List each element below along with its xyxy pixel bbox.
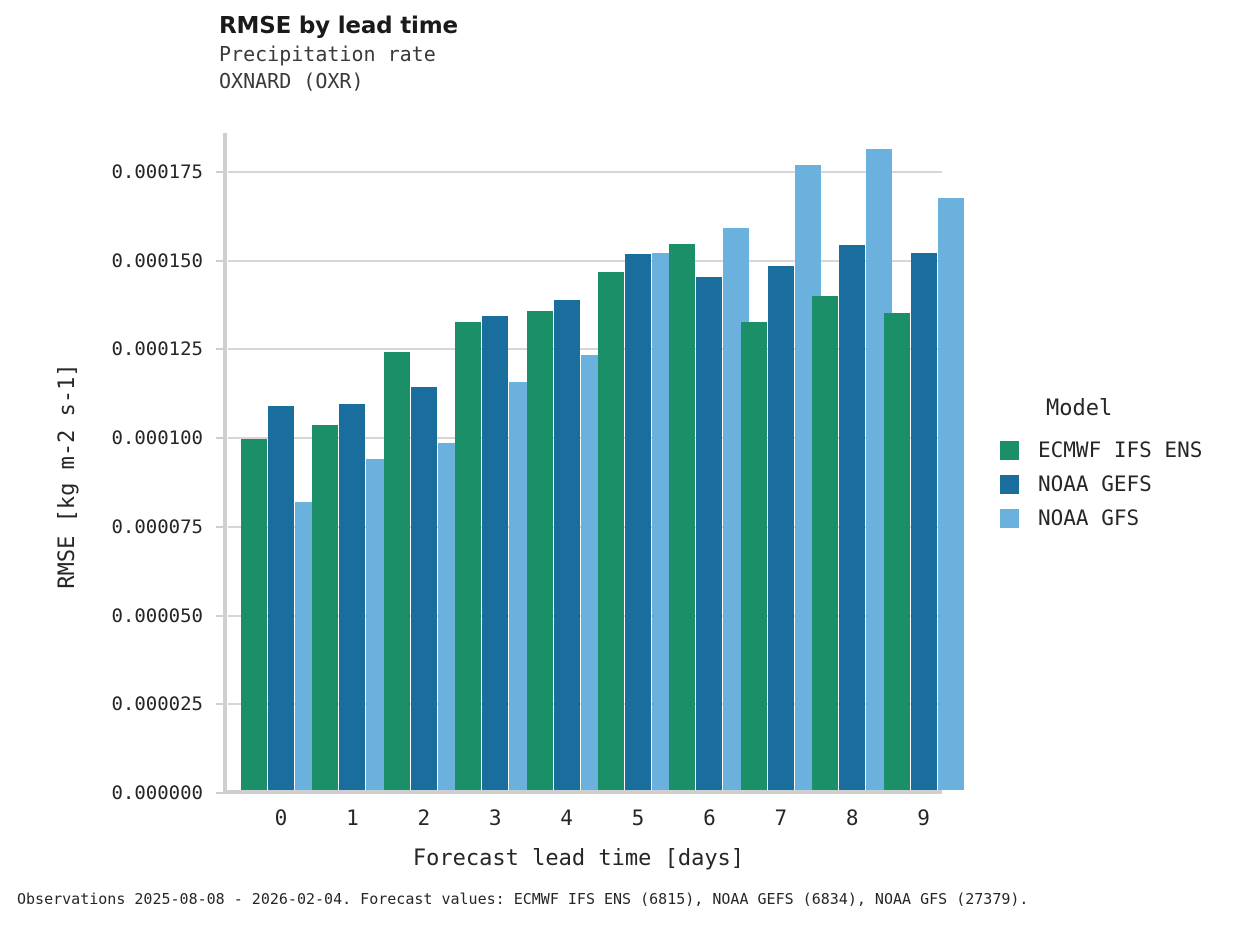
y-tick-label: 0.000075 (111, 515, 203, 538)
bar[interactable] (767, 265, 794, 790)
chart-subtitle: Precipitation rate (219, 42, 436, 66)
x-axis-spine (223, 790, 942, 794)
y-tick-mark (216, 348, 223, 351)
bar[interactable] (812, 296, 839, 790)
y-tick-label: 0.000025 (111, 693, 203, 716)
plot-inner (215, 133, 964, 794)
gridline (228, 171, 942, 174)
bar-group (598, 133, 678, 790)
page-title: RMSE by lead time (219, 13, 458, 39)
x-axis-tick-labels: 0 1 2 3 4 5 6 7 8 9 (215, 806, 942, 834)
y-tick-label: 0.000150 (111, 249, 203, 272)
x-tick-label: 7 (774, 806, 788, 830)
bar[interactable] (339, 403, 366, 790)
bar[interactable] (740, 321, 767, 790)
y-axis-spine (223, 133, 227, 793)
bar[interactable] (910, 253, 937, 790)
bar-group (812, 133, 893, 790)
bar[interactable] (669, 244, 696, 790)
footer-note: Observations 2025-08-08 - 2026-02-04. Fo… (17, 890, 1029, 908)
bar[interactable] (455, 321, 482, 790)
y-tick-mark (216, 525, 223, 528)
bar-group (241, 133, 321, 790)
bar[interactable] (696, 276, 723, 790)
legend-item[interactable]: NOAA GFS (1000, 501, 1202, 535)
y-tick-label: 0.000125 (111, 338, 203, 361)
plot-area (215, 133, 964, 794)
bar[interactable] (268, 405, 294, 790)
y-tick-mark (216, 259, 223, 262)
bar-group (312, 133, 393, 790)
y-axis-tick-labels: 0.000000 0.000025 0.000050 0.000075 0.000100… (0, 133, 203, 803)
gridline (228, 348, 942, 351)
y-tick-mark (216, 437, 223, 440)
bar[interactable] (937, 198, 964, 790)
legend-color-swatch (1000, 440, 1019, 460)
x-tick-label: 2 (417, 806, 431, 830)
legend-item[interactable]: NOAA GEFS (1000, 467, 1202, 501)
x-tick-label: 6 (703, 806, 716, 830)
y-tick-label: 0.000000 (111, 782, 203, 804)
bar-group (883, 133, 964, 790)
y-tick-mark (216, 171, 223, 174)
bar[interactable] (883, 313, 910, 790)
bar[interactable] (553, 299, 580, 790)
x-tick-label: 9 (917, 806, 930, 830)
x-tick-label: 4 (560, 806, 573, 830)
x-tick-label: 8 (845, 806, 859, 830)
y-tick-label: 0.000175 (111, 161, 203, 184)
bar[interactable] (383, 351, 410, 790)
x-axis-title: Forecast lead time [days] (412, 846, 745, 871)
legend-title: Model (1046, 396, 1113, 421)
bar[interactable] (598, 271, 624, 790)
x-tick-label: 1 (346, 806, 359, 830)
bar[interactable] (625, 254, 651, 790)
bar[interactable] (241, 439, 267, 790)
x-tick-label: 3 (488, 806, 502, 830)
legend-color-swatch (1000, 474, 1019, 494)
x-tick-label: 0 (274, 806, 288, 830)
gridline (228, 259, 942, 262)
bar-group (455, 133, 536, 790)
chart-station-label: OXNARD (OXR) (219, 69, 364, 93)
bar[interactable] (312, 424, 339, 790)
legend: Model ECMWF IFS ENS NOAA GEFS NOAA GFS (1000, 396, 1202, 535)
bar[interactable] (410, 387, 437, 790)
chart-header: RMSE by lead time Precipitation rate OXN… (219, 12, 979, 95)
y-axis-title: RMSE [kg m-2 s-1] (55, 363, 80, 589)
legend-items: ECMWF IFS ENS NOAA GEFS NOAA GFS (1000, 433, 1202, 535)
legend-item-label: NOAA GEFS (1038, 472, 1152, 496)
bar[interactable] (482, 316, 509, 790)
bar-group (740, 133, 821, 790)
bars-layer (228, 133, 964, 793)
legend-item-label: ECMWF IFS ENS (1038, 438, 1203, 462)
y-tick-label: 0.000100 (111, 427, 203, 450)
bar-group (526, 133, 607, 790)
y-tick-label: 0.000050 (111, 604, 203, 627)
bar-group (669, 133, 750, 790)
bar[interactable] (526, 311, 553, 790)
y-tick-mark (216, 792, 223, 794)
x-tick-label: 5 (631, 806, 645, 830)
bar-group (383, 133, 464, 790)
legend-item-label: NOAA GFS (1038, 506, 1140, 530)
legend-item[interactable]: ECMWF IFS ENS (1000, 433, 1202, 467)
legend-color-swatch (1000, 508, 1019, 528)
y-tick-mark (216, 703, 223, 706)
y-tick-mark (216, 614, 223, 617)
bar[interactable] (839, 245, 866, 790)
